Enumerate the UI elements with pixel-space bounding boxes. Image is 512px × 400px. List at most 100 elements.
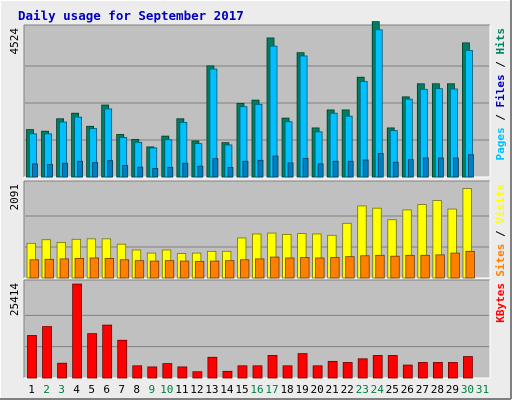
bar-sites-day-2 (44, 258, 54, 279)
bar-kbytes-day-15 (237, 365, 248, 379)
legend-entry: Sites (494, 244, 507, 277)
bar-kbytes-day-11 (177, 366, 188, 379)
bar-kbytes-day-19 (297, 353, 308, 379)
bar-kbytes-day-20 (312, 365, 323, 379)
bar-pages-day-5 (92, 162, 99, 178)
x-tick-label: 13 (205, 383, 218, 396)
bar-pages-day-24 (377, 153, 384, 178)
bar-sites-day-7 (119, 259, 130, 279)
x-tick-label: 25 (386, 383, 399, 396)
bar-pages-day-3 (62, 162, 68, 178)
legend-kbytes: KBytes (494, 283, 507, 323)
bar-sites-day-22 (345, 256, 355, 279)
bar-sites-day-24 (375, 254, 385, 279)
bar-kbytes-day-16 (252, 365, 263, 379)
bar-pages-day-30 (468, 154, 474, 178)
bar-pages-day-10 (167, 167, 174, 178)
bar-pages-day-8 (137, 166, 144, 178)
x-tick-label: 6 (103, 383, 110, 396)
x-tick-label: 12 (190, 383, 203, 396)
bar-pages-day-18 (287, 162, 294, 178)
bar-sites-day-28 (435, 254, 445, 279)
x-tick-label: 29 (446, 383, 459, 396)
bar-kbytes-day-5 (87, 333, 98, 379)
bar-sites-day-27 (420, 254, 430, 279)
bar-sites-day-13 (209, 260, 220, 279)
bar-sites-day-29 (450, 252, 460, 279)
bar-sites-day-14 (225, 260, 235, 279)
x-tick-label: 9 (148, 383, 155, 396)
bar-pages-day-19 (302, 157, 309, 178)
bar-sites-day-1 (29, 259, 39, 279)
bar-kbytes-day-29 (448, 362, 458, 379)
bar-kbytes-day-4 (72, 283, 82, 379)
legend-entry: Pages (494, 127, 507, 160)
bar-kbytes-day-13 (207, 356, 218, 379)
x-tick-label: 23 (356, 383, 369, 396)
x-tick-label: 30 (461, 383, 474, 396)
bar-kbytes-day-26 (402, 364, 413, 379)
bar-pages-day-28 (437, 157, 444, 178)
bar-kbytes-day-3 (57, 362, 67, 379)
bar-kbytes-day-14 (222, 370, 233, 379)
bar-pages-day-21 (332, 160, 339, 178)
bar-sites-day-21 (330, 257, 340, 279)
bar-pages-day-25 (392, 161, 399, 178)
panel-kbytes: 25414 KBytes (8, 279, 507, 379)
bar-kbytes-day-12 (192, 371, 203, 379)
bar-pages-day-22 (347, 160, 354, 178)
bar-kbytes-day-22 (342, 362, 353, 379)
bar-pages-day-2 (47, 164, 53, 178)
legend-entry: KBytes (494, 283, 507, 323)
bar-sites-day-20 (315, 257, 325, 279)
bar-kbytes-day-27 (417, 362, 428, 379)
bar-sites-day-6 (104, 258, 115, 279)
bar-kbytes-day-1 (27, 335, 37, 379)
bar-pages-day-15 (242, 160, 249, 178)
bar-sites-day-23 (360, 255, 370, 279)
y-max-label: 2091 (8, 184, 21, 211)
x-tick-label: 5 (88, 383, 95, 396)
bar-sites-day-8 (134, 260, 145, 279)
x-tick-label: 10 (160, 383, 173, 396)
bar-kbytes-day-10 (162, 363, 173, 379)
bar-pages-day-7 (122, 165, 129, 178)
legend-entry: / (494, 108, 507, 128)
chart-panels: 4524 Pages / Files / Hits 2091 Sites / Visi… (8, 21, 507, 379)
bar-sites-day-12 (194, 261, 205, 279)
bar-sites-day-16 (255, 258, 265, 279)
y-max-label: 4524 (8, 28, 21, 55)
bar-kbytes-day-7 (117, 339, 128, 379)
x-tick-label: 19 (295, 383, 308, 396)
x-tick-label: 15 (235, 383, 248, 396)
bar-pages-day-20 (317, 163, 324, 178)
bar-pages-day-13 (212, 158, 219, 178)
x-tick-label: 2 (43, 383, 50, 396)
bar-kbytes-day-25 (387, 355, 398, 379)
bar-sites-day-9 (149, 260, 160, 279)
bar-kbytes-day-28 (432, 362, 443, 379)
bar-pages-day-6 (107, 160, 114, 178)
x-axis-labels: 1 2 3 4 5 6 7 8 9 10 11 12 13 14 15 16 17 18 19 20 21 22 23 24 2… (28, 383, 489, 396)
x-tick-label: 21 (326, 383, 339, 396)
bar-sites-day-25 (390, 255, 400, 279)
x-tick-label: 3 (58, 383, 65, 396)
x-tick-label: 17 (265, 383, 278, 396)
bar-sites-day-11 (179, 260, 190, 279)
bar-sites-day-5 (89, 257, 100, 279)
x-tick-label: 7 (118, 383, 125, 396)
bar-kbytes-day-6 (102, 324, 113, 379)
bar-pages-day-14 (227, 167, 234, 178)
panel-hits-files-pages: 4524 Pages / Files / Hits (8, 21, 507, 178)
legend-entry: / (494, 224, 507, 244)
bar-pages-day-9 (152, 168, 159, 178)
plot-area (24, 280, 490, 378)
bar-sites-day-30 (465, 250, 475, 279)
bar-sites-day-3 (59, 258, 69, 279)
bar-kbytes-day-17 (267, 355, 278, 379)
bar-kbytes-day-30 (463, 356, 473, 379)
y-max-label: 25414 (8, 283, 21, 316)
legend-entry: / (494, 55, 507, 75)
bar-pages-day-4 (77, 160, 83, 178)
